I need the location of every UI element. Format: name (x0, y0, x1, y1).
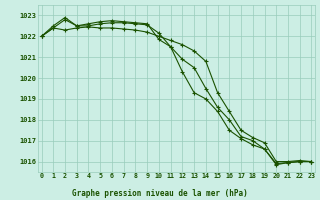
Text: Graphe pression niveau de la mer (hPa): Graphe pression niveau de la mer (hPa) (72, 189, 248, 198)
